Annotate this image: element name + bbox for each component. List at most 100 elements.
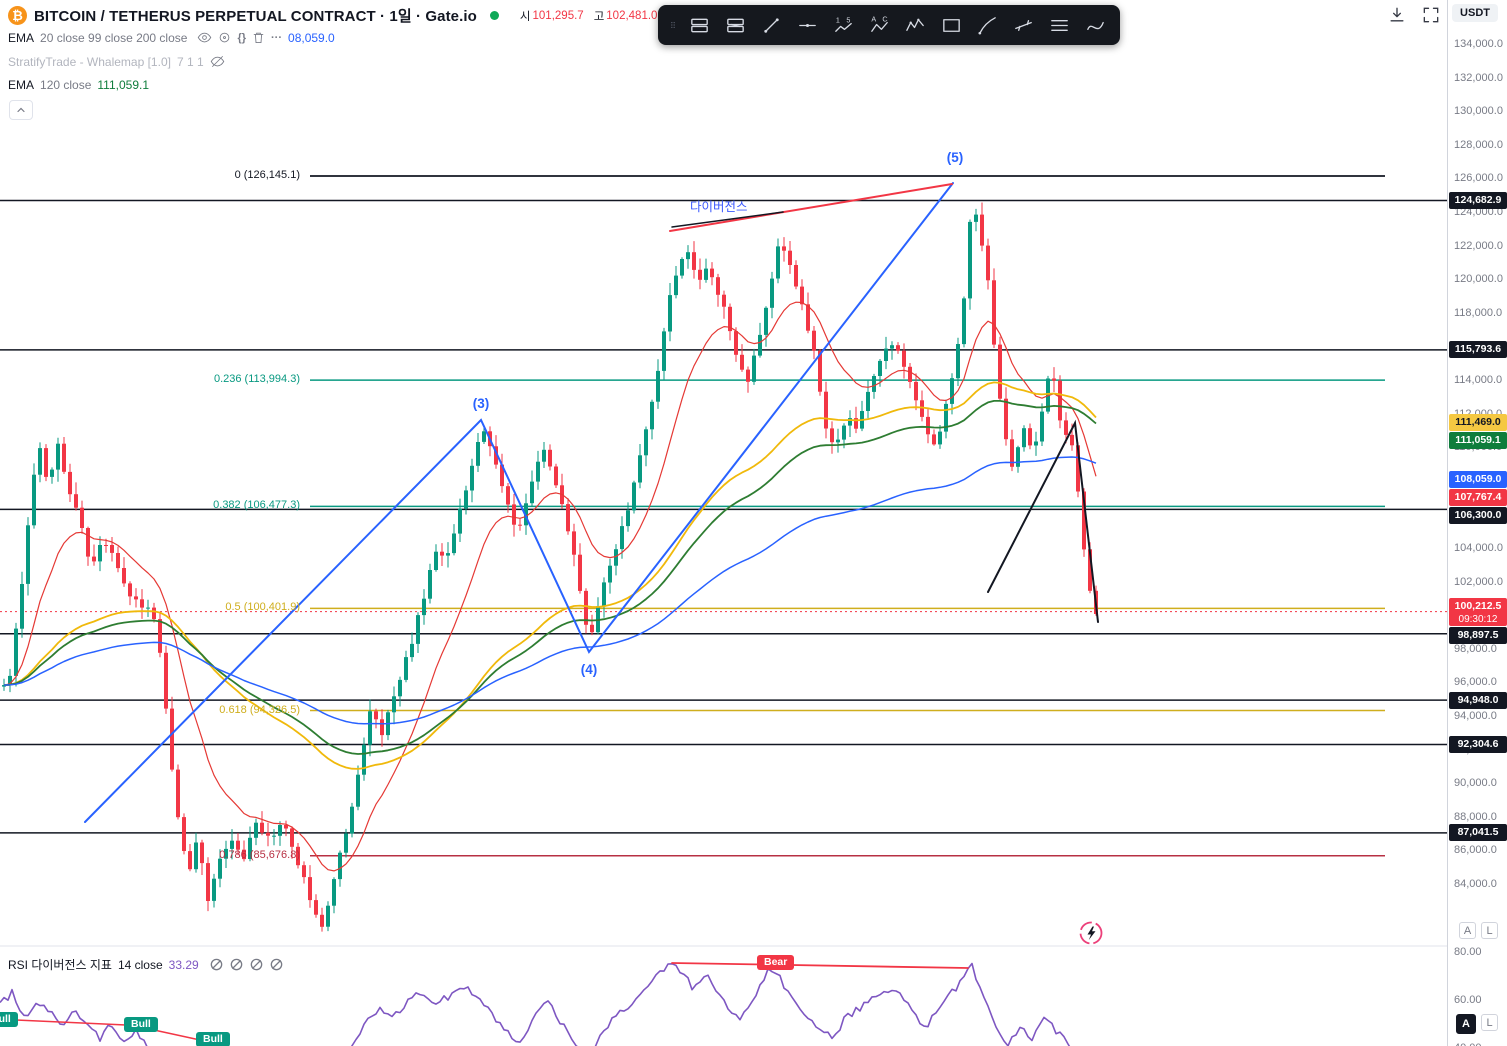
symbol-title[interactable]: BITCOIN / TETHERUS PERPETUAL CONTRACT · … bbox=[34, 8, 477, 25]
rsi-axis-tick: 40.00 bbox=[1454, 1041, 1482, 1046]
horizontal-line-icon[interactable] bbox=[792, 10, 822, 40]
fib-level-label[interactable]: 0.5 (100,401.9) bbox=[225, 601, 300, 614]
more-options-icon[interactable]: ··· bbox=[271, 31, 283, 44]
indicator-value: 111,059.1 bbox=[97, 78, 149, 92]
fib-level-label[interactable]: 0.236 (113,994.3) bbox=[213, 373, 300, 386]
price-tag: 94,948.0 bbox=[1449, 691, 1507, 709]
price-tag: 124,682.9 bbox=[1449, 192, 1507, 210]
flash-icon[interactable] bbox=[1078, 920, 1104, 946]
fib-level-label[interactable]: 0 (126,145.1) bbox=[234, 168, 300, 181]
fib-level-label[interactable]: 0.786 (85,676.8) bbox=[219, 848, 300, 861]
chart-canvas[interactable] bbox=[0, 0, 1447, 1046]
market-status-icon bbox=[489, 11, 499, 20]
elliott-wave-trendline[interactable] bbox=[84, 182, 954, 823]
eye-off-icon[interactable] bbox=[210, 54, 225, 69]
indicator-name: RSI 다이버전스 지표 bbox=[8, 958, 112, 972]
log-scale-button[interactable]: L bbox=[1481, 1014, 1498, 1031]
price-axis[interactable]: 134,000.0 132,000.0 130,000.0 128,000.0 126,… bbox=[1447, 0, 1507, 1046]
indicator-value: 33.29 bbox=[168, 957, 199, 972]
indicator-value: 08,059.0 bbox=[288, 30, 335, 45]
high-value: 102,481.0 bbox=[606, 9, 658, 22]
bull-signal-tag[interactable]: Bull bbox=[124, 1017, 158, 1032]
indicator-name: EMA bbox=[8, 78, 35, 92]
fib-level-label[interactable]: 0.382 (106,477.3) bbox=[213, 499, 300, 512]
rsi-bull-divergence-line[interactable] bbox=[153, 1029, 201, 1041]
indicator-params: 7 1 1 bbox=[176, 54, 204, 69]
legend-row-ema-multi[interactable]: EMA 20 close 99 close 200 close {} ··· 0… bbox=[8, 30, 335, 45]
collapse-legend-button[interactable] bbox=[9, 100, 33, 120]
indicator-actions bbox=[209, 957, 284, 972]
bitcoin-logo-icon: ₿ bbox=[8, 6, 27, 25]
legend-row-ema120[interactable]: EMA 120 close 111,059.1 bbox=[8, 78, 149, 92]
price-axis-tick: 134,000.0 bbox=[1454, 38, 1503, 50]
source-code-icon[interactable]: {} bbox=[237, 31, 247, 44]
settings-icon[interactable] bbox=[217, 30, 232, 45]
rsi-scale-buttons: A L bbox=[1456, 1014, 1498, 1034]
delete-icon[interactable] bbox=[251, 30, 266, 45]
log-scale-button[interactable]: L bbox=[1481, 922, 1498, 939]
rsi-bull-divergence-line[interactable] bbox=[15, 1019, 127, 1026]
bull-signal-tag[interactable]: Bull bbox=[196, 1032, 230, 1046]
bull-signal-tag[interactable]: Bull bbox=[0, 1012, 18, 1027]
measure-icon[interactable] bbox=[1008, 10, 1038, 40]
wave-label[interactable]: (5) bbox=[946, 150, 964, 165]
svg-text:1: 1 bbox=[835, 16, 839, 24]
wave-label[interactable]: (3) bbox=[472, 396, 490, 411]
price-tag: 100,212.5 09:30:12 bbox=[1449, 597, 1507, 626]
wedge-trendline[interactable] bbox=[987, 419, 1099, 623]
eye-icon[interactable] bbox=[197, 30, 212, 45]
ema-line-ema-99 bbox=[3, 381, 1097, 770]
rsi-axis-tick: 80.00 bbox=[1454, 946, 1482, 958]
price-tag: 107,767.4 bbox=[1449, 489, 1507, 507]
short-position-icon[interactable] bbox=[720, 10, 750, 40]
parallel-channel-icon[interactable] bbox=[1044, 10, 1074, 40]
curve-icon[interactable] bbox=[1080, 10, 1110, 40]
legend-row-rsi[interactable]: RSI 다이버전스 지표 14 close 33.29 bbox=[8, 956, 284, 973]
price-axis-tick: 114,000.0 bbox=[1454, 374, 1503, 386]
auto-scale-button[interactable]: A bbox=[1459, 922, 1476, 939]
price-axis-tick: 104,000.0 bbox=[1454, 542, 1503, 554]
fib-level-label[interactable]: 0.618 (94,326.5) bbox=[219, 703, 300, 716]
indicator-action-icon[interactable] bbox=[249, 957, 264, 972]
bear-signal-tag[interactable]: Bear bbox=[757, 955, 795, 970]
brush-icon[interactable] bbox=[972, 10, 1002, 40]
price-tag: 98,897.5 bbox=[1449, 626, 1507, 644]
rsi-bear-divergence-line[interactable] bbox=[671, 962, 969, 969]
indicator-action-icon[interactable] bbox=[209, 957, 224, 972]
price-axis-tick: 96,000.0 bbox=[1454, 676, 1497, 689]
price-axis-tick: 126,000.0 bbox=[1454, 172, 1503, 185]
rectangle-icon[interactable] bbox=[936, 10, 966, 40]
price-axis-tick: 84,000.0 bbox=[1454, 878, 1497, 890]
price-axis-tick: 130,000.0 bbox=[1454, 105, 1503, 118]
price-tag: 115,793.6 bbox=[1449, 341, 1507, 359]
long-position-icon[interactable] bbox=[684, 10, 714, 40]
wave-label[interactable]: (4) bbox=[580, 662, 598, 677]
price-tag: 111,469.0 bbox=[1449, 414, 1507, 432]
indicator-action-icon[interactable] bbox=[229, 957, 244, 972]
price-tag: 111,059.1 bbox=[1449, 432, 1507, 450]
trend-line-icon[interactable] bbox=[756, 10, 786, 40]
svg-text:C: C bbox=[882, 15, 887, 23]
currency-button[interactable]: USDT bbox=[1452, 4, 1498, 22]
elliott-wave-icon[interactable] bbox=[900, 10, 930, 40]
auto-scale-button[interactable]: A bbox=[1456, 1014, 1476, 1034]
price-axis-tick: 98,000.0 bbox=[1454, 642, 1497, 655]
fullscreen-icon[interactable] bbox=[1421, 5, 1441, 25]
toolbar-drag-handle[interactable] bbox=[668, 18, 678, 32]
price-tag: 92,304.6 bbox=[1449, 735, 1507, 753]
divergence-trendline[interactable] bbox=[669, 183, 953, 232]
svg-text:5: 5 bbox=[846, 16, 850, 24]
divergence-annotation[interactable]: 다이버전스 bbox=[690, 200, 748, 214]
divergence-trendline-short[interactable] bbox=[671, 211, 784, 228]
legend-row-whalemap[interactable]: StratifyTrade - Whalemap [1.0] 7 1 1 bbox=[8, 54, 225, 69]
indicator-params: 14 close bbox=[117, 957, 163, 972]
chart-overlay: 0 (126,145.1) 0.236 (113,994.3) 0.382 (106… bbox=[213, 150, 964, 861]
top-right-controls bbox=[1387, 5, 1441, 25]
indicator-action-icon[interactable] bbox=[269, 957, 284, 972]
download-icon[interactable] bbox=[1387, 5, 1407, 25]
